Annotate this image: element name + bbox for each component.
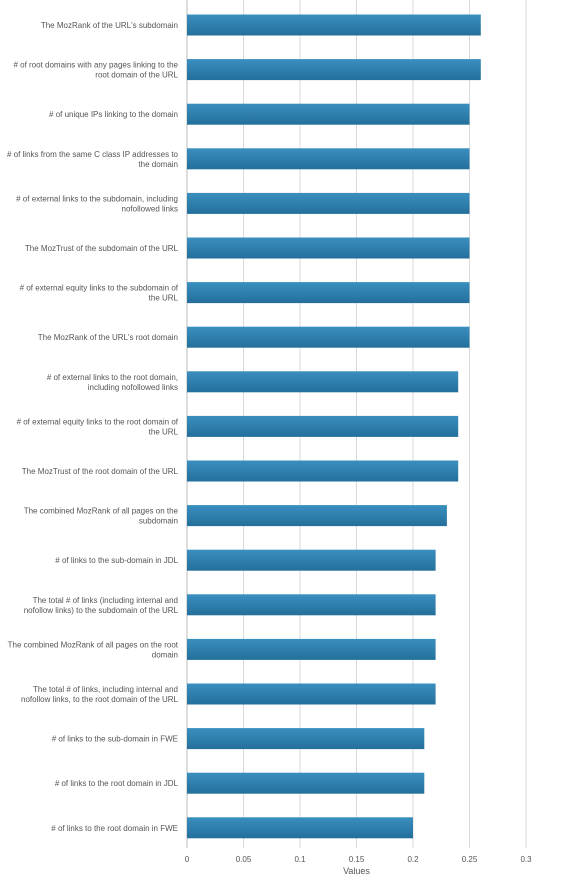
x-tick-label: 0.05 [236,855,252,864]
bar [187,192,470,214]
category-label: The combined MozRank of all pages on the… [8,640,179,659]
bar [187,282,470,304]
category-labels: The MozRank of the URL's subdomain # of r… [7,21,179,833]
bar [187,817,413,839]
x-tick-label: 0.3 [520,855,532,864]
x-tick-label: 0.2 [407,855,419,864]
bar [187,728,425,750]
category-label: # of root domains with any pages linking… [13,61,178,80]
bar [187,415,459,437]
bar [187,326,470,348]
bar [187,103,470,125]
bar [187,371,459,393]
bar [187,505,447,527]
x-tick-label: 0.1 [294,855,306,864]
category-label: The MozTrust of the root domain of the U… [22,467,179,476]
category-label: The MozRank of the URL's subdomain [41,21,178,30]
x-tick-label: 0 [185,855,190,864]
category-label: # of links from the same C class IP addr… [7,150,179,169]
bar [187,772,425,794]
x-axis-ticks: 0 0.05 0.1 0.15 0.2 0.25 0.3 [185,855,532,864]
x-tick-label: 0.15 [349,855,365,864]
category-label: # of links to the root domain in JDL [55,779,179,788]
category-label: The combined MozRank of all pages on the… [24,507,179,526]
bar [187,594,436,616]
category-label: # of links to the root domain in FWE [51,824,178,833]
category-label: The total # of links, including internal… [21,685,179,704]
bar [187,460,459,482]
category-label: # of external equity links to the root d… [17,417,179,436]
category-label: # of external links to the root domain, i… [47,373,178,392]
bar [187,638,436,660]
category-label: # of links to the sub-domain in JDL [55,556,178,565]
category-label: The total # of links (including internal… [24,596,179,615]
category-label: The MozTrust of the subdomain of the URL [25,244,179,253]
category-label: The MozRank of the URL's root domain [38,333,178,342]
bar [187,683,436,705]
category-label: # of external links to the subdomain, in… [16,194,178,213]
category-label: # of external equity links to the subdom… [20,284,179,303]
bar [187,59,481,81]
bars [187,14,481,839]
category-label: # of unique IPs linking to the domain [49,110,178,119]
x-tick-label: 0.25 [462,855,478,864]
bar [187,237,470,259]
x-axis-title: Values [343,866,370,876]
bar [187,148,470,170]
bar [187,549,436,571]
bar [187,14,481,36]
category-label: # of links to the sub-domain in FWE [52,735,178,744]
